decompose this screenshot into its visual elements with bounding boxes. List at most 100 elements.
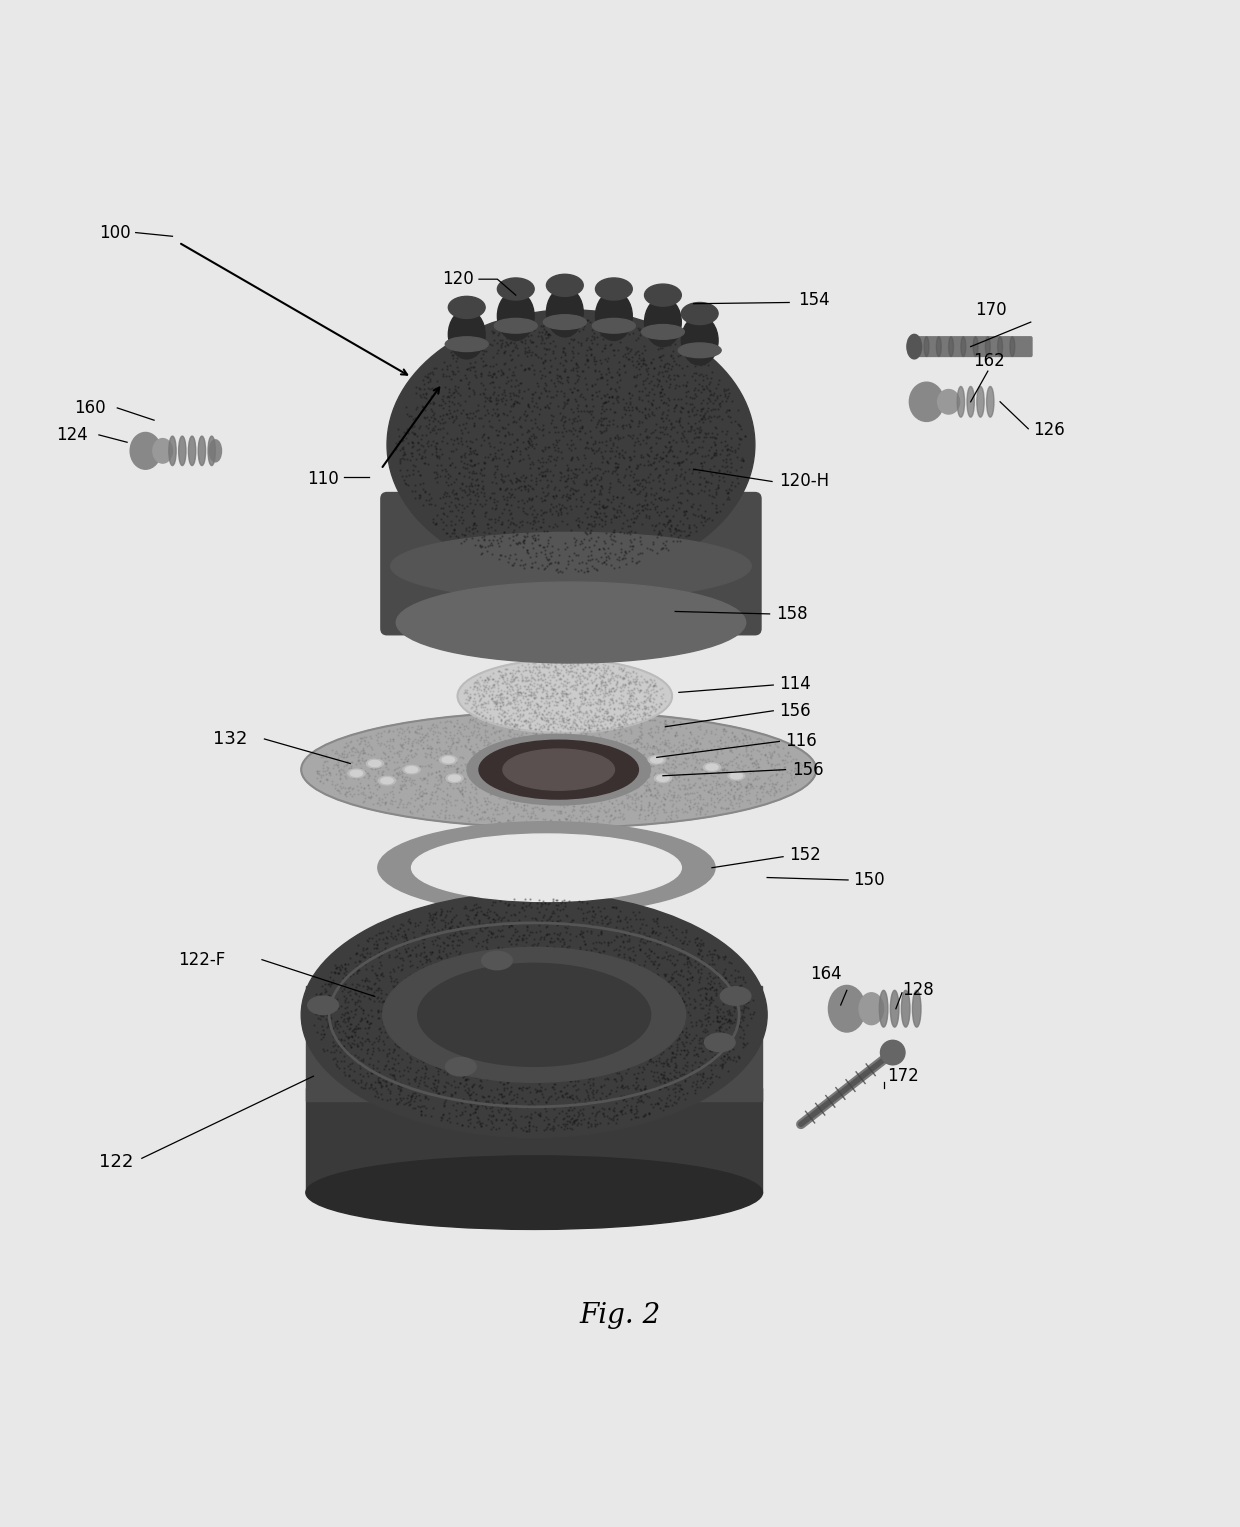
Point [564,707,584,731]
Point [713,1003,733,1028]
Point [735,1032,755,1057]
Point [661,1049,681,1073]
Point [678,1040,698,1064]
Point [580,504,600,528]
Point [639,993,658,1017]
Point [720,478,740,502]
Point [554,1020,574,1044]
Point [537,938,557,962]
Point [489,980,508,1005]
Point [568,741,588,765]
Point [636,1046,656,1070]
Point [435,719,455,744]
Point [456,753,476,777]
Point [351,756,371,780]
Point [613,715,632,739]
Point [733,967,753,991]
Point [570,699,590,724]
Point [641,939,661,964]
Point [649,927,668,951]
Point [575,1089,595,1113]
Point [629,1104,649,1128]
Point [422,912,441,936]
Point [484,446,503,470]
Point [596,904,616,928]
Point [536,686,556,710]
Point [547,660,567,684]
Point [670,964,689,988]
Point [365,1031,384,1055]
Point [745,748,765,773]
Point [350,741,370,765]
Point [459,753,479,777]
Point [582,786,601,811]
Point [653,478,673,502]
Point [562,447,582,472]
Point [377,991,397,1015]
Point [525,774,544,799]
Point [487,696,507,721]
Point [653,446,673,470]
Point [503,528,523,553]
Point [405,1067,425,1092]
Point [417,1084,436,1109]
Point [642,797,662,822]
Point [506,931,526,956]
Point [464,754,484,779]
Point [453,472,472,496]
Point [521,716,541,741]
Point [676,1058,696,1083]
Point [588,957,608,982]
Point [345,980,365,1005]
Point [637,1037,657,1061]
Point [463,1089,482,1113]
Point [600,1081,620,1106]
Point [547,513,567,538]
Point [542,733,562,757]
Point [482,675,502,699]
Point [527,1037,547,1061]
Point [389,423,409,447]
Point [620,449,640,473]
Point [599,689,619,713]
Point [527,704,547,728]
Point [345,950,365,974]
Point [446,437,466,461]
Point [335,734,355,759]
Point [662,962,682,986]
Point [622,348,642,373]
Point [616,664,636,689]
Point [422,783,441,808]
Point [595,800,615,825]
Point [649,924,668,948]
Point [417,994,436,1019]
Point [516,1077,536,1101]
Point [558,809,578,834]
Point [503,887,523,912]
Point [446,481,466,505]
Point [443,1022,463,1046]
Point [697,967,717,991]
Text: 154: 154 [797,292,830,308]
Point [652,536,672,560]
Point [660,371,680,395]
Point [594,406,614,431]
Point [600,667,620,692]
Point [577,429,596,454]
Point [630,799,650,823]
Point [614,930,634,954]
Point [479,906,498,930]
Point [445,991,465,1015]
Point [613,666,632,690]
Point [441,359,461,383]
Point [658,976,678,1000]
Point [657,1005,677,1029]
Point [766,762,786,786]
Point [625,696,645,721]
Point [662,751,682,776]
Point [570,713,590,738]
Point [672,420,692,444]
Point [621,663,641,687]
Point [702,444,722,469]
Point [376,789,396,814]
